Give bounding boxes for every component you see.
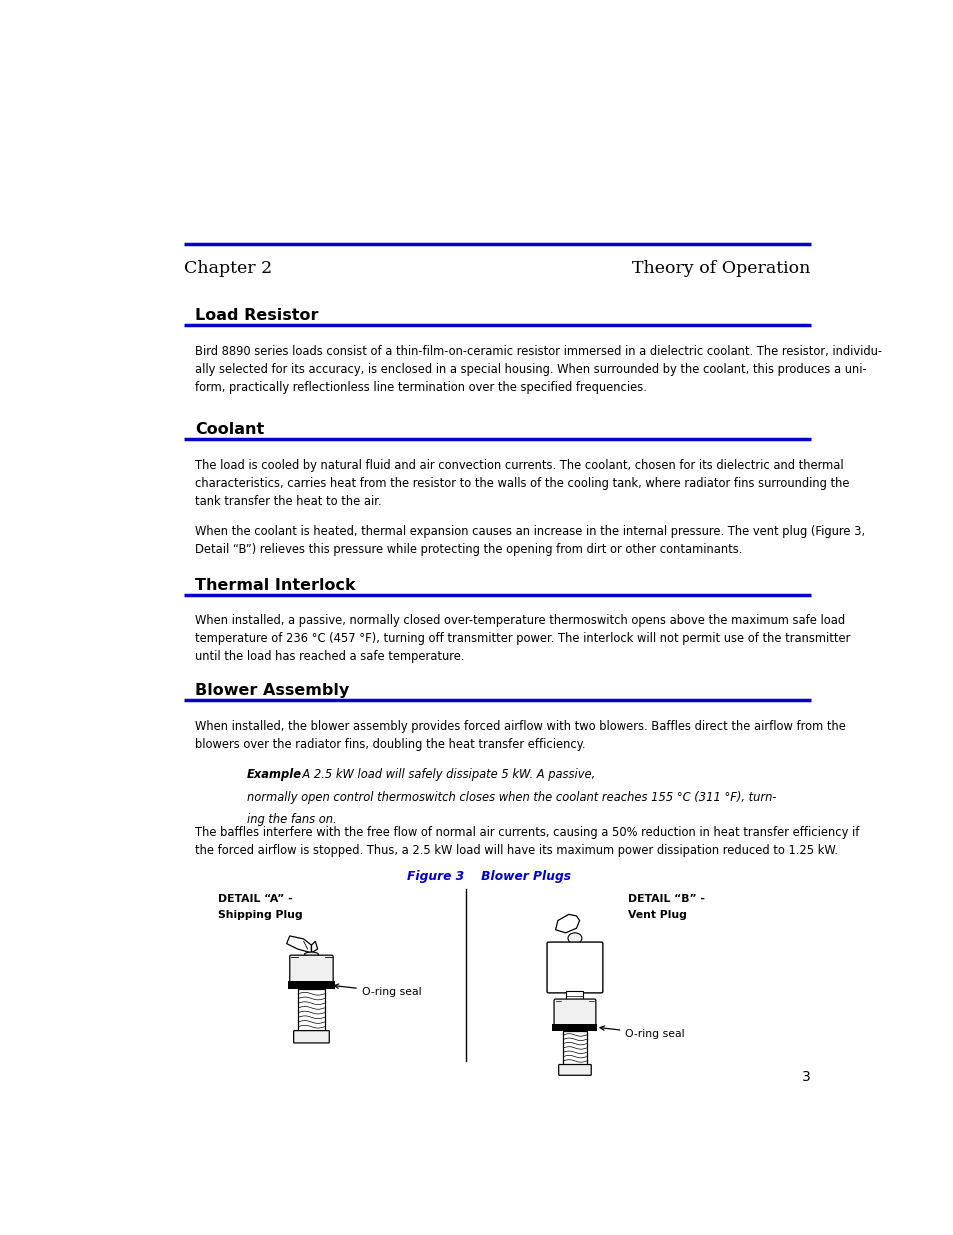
Text: Theory of Operation: Theory of Operation [632, 259, 810, 277]
Text: Load Resistor: Load Resistor [195, 309, 318, 324]
Text: When the coolant is heated, thermal expansion causes an increase in the internal: When the coolant is heated, thermal expa… [195, 526, 864, 557]
Text: Shipping Plug: Shipping Plug [218, 910, 303, 920]
Text: Bird 8890 series loads consist of a thin-film-on-ceramic resistor immersed in a : Bird 8890 series loads consist of a thin… [195, 345, 882, 394]
Text: - A 2.5 kW load will safely dissipate 5 kW. A passive,: - A 2.5 kW load will safely dissipate 5 … [291, 768, 594, 781]
Text: O-ring seal: O-ring seal [599, 1026, 684, 1039]
FancyBboxPatch shape [290, 955, 333, 983]
Bar [288, 982, 335, 989]
Text: Chapter 2: Chapter 2 [184, 259, 273, 277]
Text: DETAIL “B” -: DETAIL “B” - [627, 894, 704, 904]
Text: ing the fans on.: ing the fans on. [247, 813, 336, 826]
Text: Thermal Interlock: Thermal Interlock [195, 578, 355, 593]
FancyBboxPatch shape [554, 999, 596, 1025]
FancyBboxPatch shape [558, 1065, 591, 1076]
Bar [562, 1031, 586, 1066]
Text: The baffles interfere with the free flow of normal air currents, causing a 50% r: The baffles interfere with the free flow… [195, 826, 859, 857]
Text: normally open control thermoswitch closes when the coolant reaches 155 °C (311 °: normally open control thermoswitch close… [247, 792, 776, 804]
Bar [552, 1024, 597, 1031]
Text: Example: Example [247, 768, 302, 781]
Text: Blower Assembly: Blower Assembly [195, 683, 350, 698]
Text: Coolant: Coolant [195, 422, 264, 437]
Text: Vent Plug: Vent Plug [627, 910, 686, 920]
Text: When installed, the blower assembly provides forced airflow with two blowers. Ba: When installed, the blower assembly prov… [195, 720, 845, 751]
Text: DETAIL “A” -: DETAIL “A” - [218, 894, 293, 904]
Text: 3: 3 [801, 1070, 810, 1084]
Text: When installed, a passive, normally closed over-temperature thermoswitch opens a: When installed, a passive, normally clos… [195, 614, 850, 663]
FancyBboxPatch shape [546, 942, 602, 993]
Text: O-ring seal: O-ring seal [334, 984, 421, 997]
Text: The load is cooled by natural fluid and air convection currents. The coolant, ch: The load is cooled by natural fluid and … [195, 458, 849, 508]
Bar [298, 989, 324, 1031]
Ellipse shape [304, 952, 318, 957]
Ellipse shape [567, 932, 581, 944]
Bar [566, 992, 583, 1000]
Text: Figure 3    Blower Plugs: Figure 3 Blower Plugs [407, 871, 570, 883]
FancyBboxPatch shape [294, 1031, 329, 1042]
